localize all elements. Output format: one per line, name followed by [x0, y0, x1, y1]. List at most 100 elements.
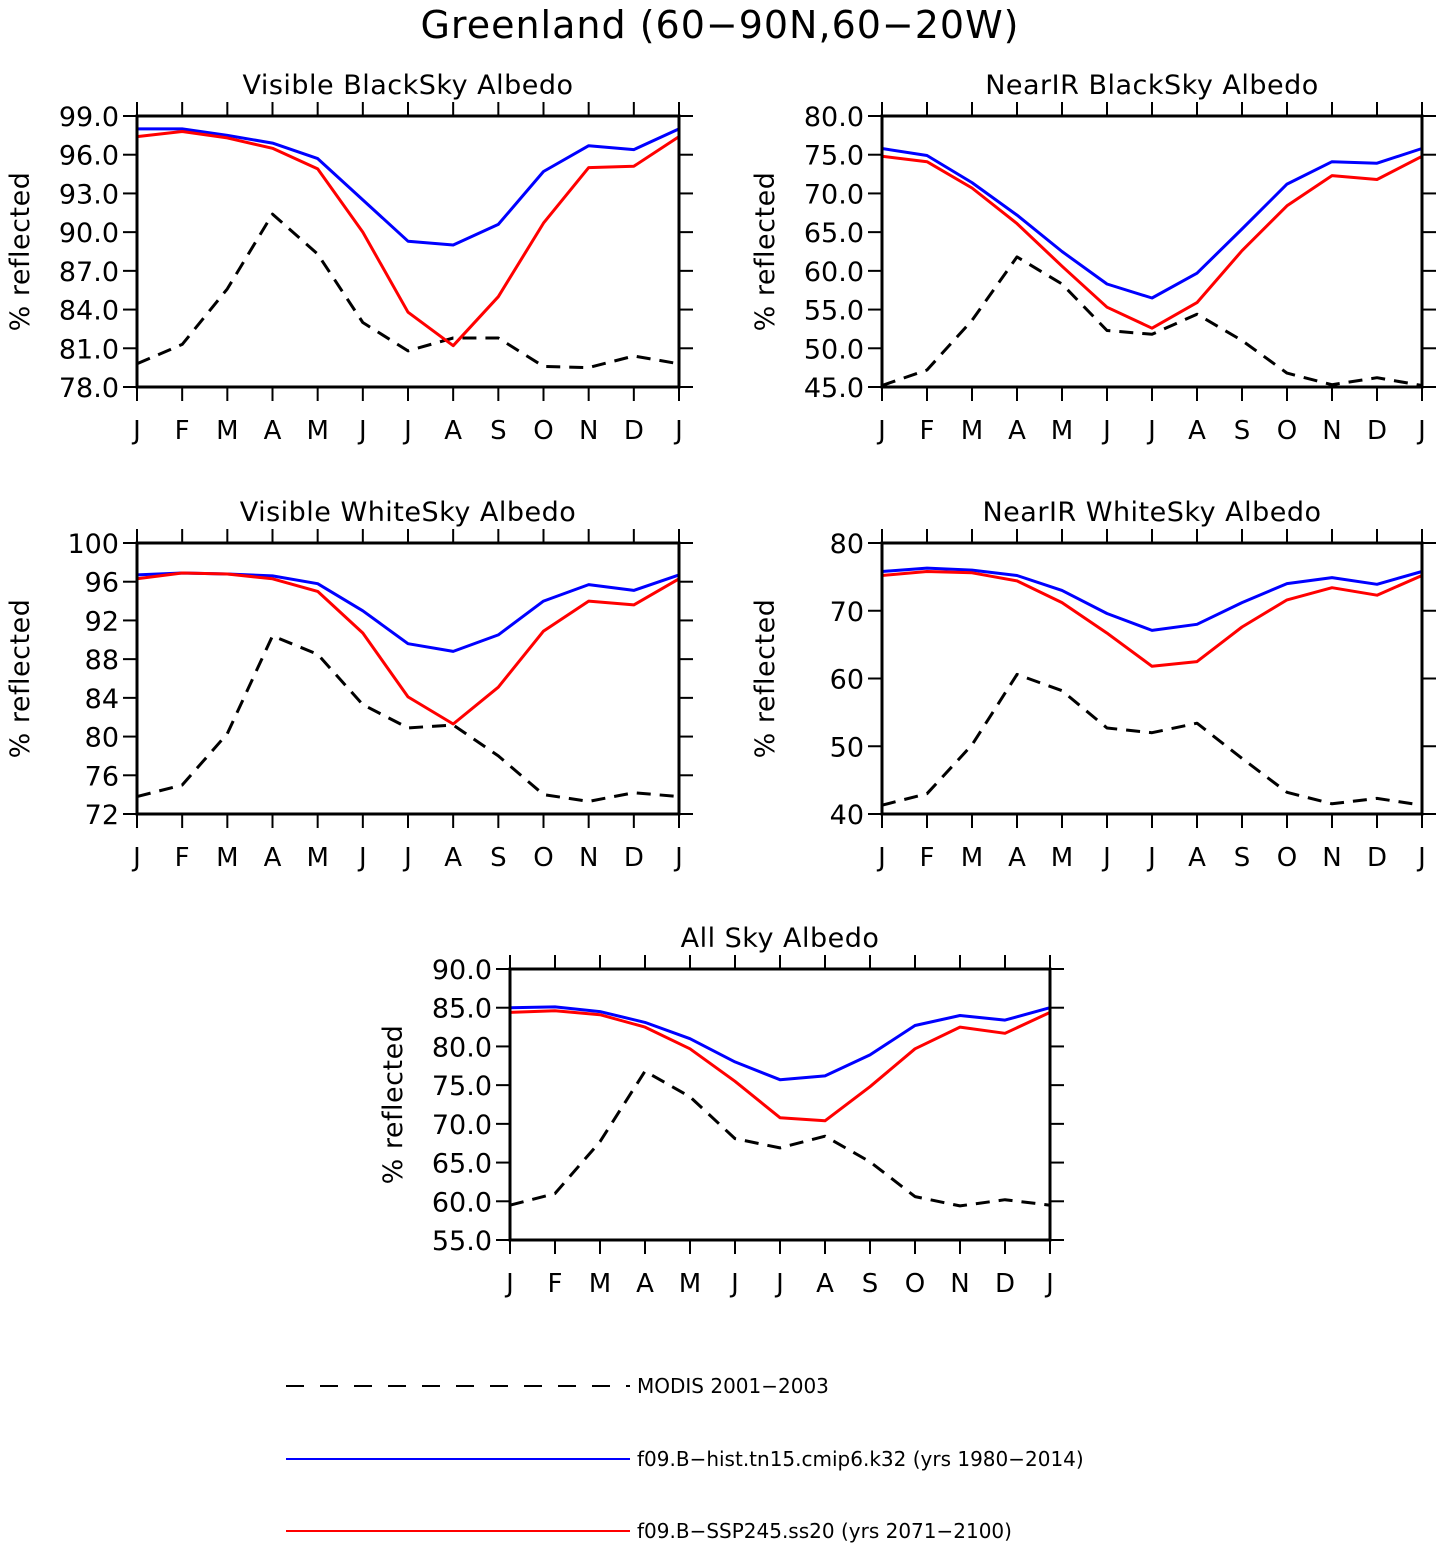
- nearir-whitesky-albedo-xtick-label: F: [920, 843, 935, 873]
- nearir-blacksky-albedo-hist-line: [881, 147, 1423, 300]
- visible-whitesky-albedo-xtick-label: D: [624, 843, 644, 873]
- visible-whitesky-albedo-xtick-label: S: [490, 843, 507, 873]
- visible-whitesky-albedo-ytick-label: 76: [85, 761, 119, 792]
- visible-whitesky-albedo-xtick-label: J: [673, 843, 683, 873]
- nearir-blacksky-albedo-ssp245-line: [881, 154, 1423, 330]
- all-sky-albedo-modis-line: [509, 1069, 1051, 1208]
- visible-blacksky-albedo-xtick-label: N: [579, 416, 598, 446]
- all-sky-albedo-ytick-label: 60.0: [432, 1187, 492, 1218]
- nearir-whitesky-albedo-xtick-label: J: [1101, 843, 1111, 873]
- visible-blacksky-albedo-xtick-label: S: [490, 416, 507, 446]
- figure-title: Greenland (60−90N,60−20W): [420, 3, 1019, 47]
- nearir-whitesky-albedo-xtick-label: M: [1051, 843, 1073, 873]
- all-sky-albedo-xtick-label: J: [504, 1269, 514, 1299]
- all-sky-albedo-hist-line: [509, 1005, 1051, 1082]
- nearir-blacksky-albedo-modis-line: [881, 255, 1423, 387]
- visible-blacksky-albedo-xtick-label: O: [533, 416, 553, 446]
- nearir-blacksky-albedo-frame: [880, 114, 1424, 389]
- visible-whitesky-albedo-xtick-label: J: [131, 843, 141, 873]
- visible-whitesky-albedo-title: Visible WhiteSky Albedo: [240, 497, 577, 528]
- visible-blacksky-albedo-modis-line: [136, 212, 680, 370]
- nearir-blacksky-albedo-xtick-label: J: [1101, 416, 1111, 446]
- nearir-blacksky-albedo-xtick-label: M: [961, 416, 983, 446]
- visible-blacksky-albedo-panel: Visible BlackSky Albedo % reflected 78.0 81…: [5, 70, 693, 446]
- visible-whitesky-albedo-xtick-label: N: [579, 843, 598, 873]
- visible-blacksky-albedo-xtick-label: M: [306, 416, 328, 446]
- visible-whitesky-albedo-ytick-label: 88: [85, 645, 119, 676]
- visible-whitesky-albedo-xtick-label: J: [402, 843, 412, 873]
- nearir-whitesky-albedo-xtick-label: J: [1146, 843, 1156, 873]
- nearir-blacksky-albedo-xtick-label: S: [1234, 416, 1251, 446]
- visible-blacksky-albedo-ytick-label: 81.0: [59, 334, 119, 365]
- nearir-whitesky-albedo-xtick-label: D: [1367, 843, 1387, 873]
- legend-item-hist: f09.B−hist.tn15.cmip6.k32 (yrs 1980−2014…: [286, 1447, 1084, 1471]
- nearir-whitesky-albedo-xtick-label: J: [1416, 843, 1426, 873]
- visible-whitesky-albedo-frame: [135, 541, 681, 816]
- nearir-blacksky-albedo-ytick-label: 80.0: [804, 102, 864, 133]
- visible-whitesky-albedo-xtick-label: J: [357, 843, 367, 873]
- chart-panels: Visible BlackSky Albedo % reflected 78.0 81…: [5, 70, 1436, 1299]
- nearir-whitesky-albedo-xtick-label: A: [1008, 843, 1026, 873]
- visible-whitesky-albedo-hist-line: [136, 571, 680, 653]
- visible-whitesky-albedo-xtick-label: A: [444, 843, 462, 873]
- all-sky-albedo-ytick-label: 70.0: [432, 1110, 492, 1141]
- all-sky-albedo-ssp245-line: [509, 1009, 1051, 1123]
- legend-label-modis: MODIS 2001−2003: [637, 1374, 829, 1398]
- nearir-blacksky-albedo-ytick-label: 75.0: [804, 141, 864, 172]
- legend-label-ssp245: f09.B−SSP245.ss20 (yrs 2071−2100): [637, 1519, 1012, 1543]
- visible-whitesky-albedo-ssp245-line: [136, 571, 680, 726]
- visible-blacksky-albedo-ssp245-line: [136, 130, 680, 348]
- all-sky-albedo-xtick-label: D: [995, 1269, 1015, 1299]
- all-sky-albedo-xtick-label: A: [816, 1269, 834, 1299]
- nearir-whitesky-albedo-ylabel: % reflected: [750, 599, 781, 759]
- visible-blacksky-albedo-xtick-label: J: [357, 416, 367, 446]
- all-sky-albedo-xtick-label: M: [589, 1269, 611, 1299]
- nearir-blacksky-albedo-xtick-label: O: [1277, 416, 1297, 446]
- nearir-blacksky-albedo-xtick-label: M: [1051, 416, 1073, 446]
- nearir-blacksky-albedo-xtick-label: J: [1416, 416, 1426, 446]
- all-sky-albedo-ytick-label: 80.0: [432, 1032, 492, 1063]
- nearir-blacksky-albedo-xtick-label: D: [1367, 416, 1387, 446]
- legend: MODIS 2001−2003 f09.B−hist.tn15.cmip6.k3…: [286, 1374, 1084, 1543]
- nearir-whitesky-albedo-xtick-label: A: [1188, 843, 1206, 873]
- visible-blacksky-albedo-xtick-label: F: [175, 416, 190, 446]
- nearir-whitesky-albedo-frame: [880, 541, 1424, 816]
- visible-blacksky-albedo-ytick-label: 78.0: [59, 373, 119, 404]
- nearir-whitesky-albedo-ytick-label: 60: [830, 665, 864, 696]
- visible-blacksky-albedo-ytick-label: 99.0: [59, 102, 119, 133]
- all-sky-albedo-xtick-label: A: [636, 1269, 654, 1299]
- visible-whitesky-albedo-ylabel: % reflected: [5, 599, 36, 759]
- visible-blacksky-albedo-xtick-label: A: [264, 416, 282, 446]
- visible-whitesky-albedo-ytick-label: 100: [67, 529, 119, 560]
- nearir-whitesky-albedo-panel: NearIR WhiteSky Albedo % reflected 40 50 60 7…: [750, 497, 1436, 873]
- visible-blacksky-albedo-ylabel: % reflected: [5, 172, 36, 332]
- nearir-blacksky-albedo-ytick-label: 55.0: [804, 296, 864, 327]
- legend-item-ssp245: f09.B−SSP245.ss20 (yrs 2071−2100): [286, 1519, 1012, 1543]
- all-sky-albedo-xtick-label: N: [950, 1269, 969, 1299]
- all-sky-albedo-ytick-label: 90.0: [432, 955, 492, 986]
- nearir-whitesky-albedo-modis-line: [881, 672, 1423, 807]
- visible-blacksky-albedo-ytick-label: 93.0: [59, 179, 119, 210]
- visible-whitesky-albedo-xtick-label: O: [533, 843, 553, 873]
- visible-whitesky-albedo-xtick-label: M: [306, 843, 328, 873]
- nearir-whitesky-albedo-xtick-label: M: [961, 843, 983, 873]
- nearir-blacksky-albedo-xtick-label: J: [876, 416, 886, 446]
- visible-blacksky-albedo-ytick-label: 87.0: [59, 257, 119, 288]
- nearir-blacksky-albedo-ytick-label: 50.0: [804, 334, 864, 365]
- all-sky-albedo-ytick-label: 85.0: [432, 994, 492, 1025]
- nearir-blacksky-albedo-xtick-label: F: [920, 416, 935, 446]
- nearir-blacksky-albedo-ylabel: % reflected: [750, 172, 781, 332]
- visible-blacksky-albedo-ytick-label: 90.0: [59, 218, 119, 249]
- legend-label-hist: f09.B−hist.tn15.cmip6.k32 (yrs 1980−2014…: [637, 1447, 1084, 1471]
- nearir-whitesky-albedo-ytick-label: 40: [830, 800, 864, 831]
- visible-blacksky-albedo-xtick-label: A: [444, 416, 462, 446]
- all-sky-albedo-xtick-label: J: [774, 1269, 784, 1299]
- nearir-whitesky-albedo-ytick-label: 70: [830, 597, 864, 628]
- visible-blacksky-albedo-ytick-label: 84.0: [59, 296, 119, 327]
- all-sky-albedo-title: All Sky Albedo: [681, 923, 880, 954]
- nearir-blacksky-albedo-ytick-label: 70.0: [804, 179, 864, 210]
- nearir-blacksky-albedo-xtick-label: A: [1188, 416, 1206, 446]
- nearir-whitesky-albedo-ytick-label: 80: [830, 529, 864, 560]
- visible-blacksky-albedo-title: Visible BlackSky Albedo: [242, 70, 573, 101]
